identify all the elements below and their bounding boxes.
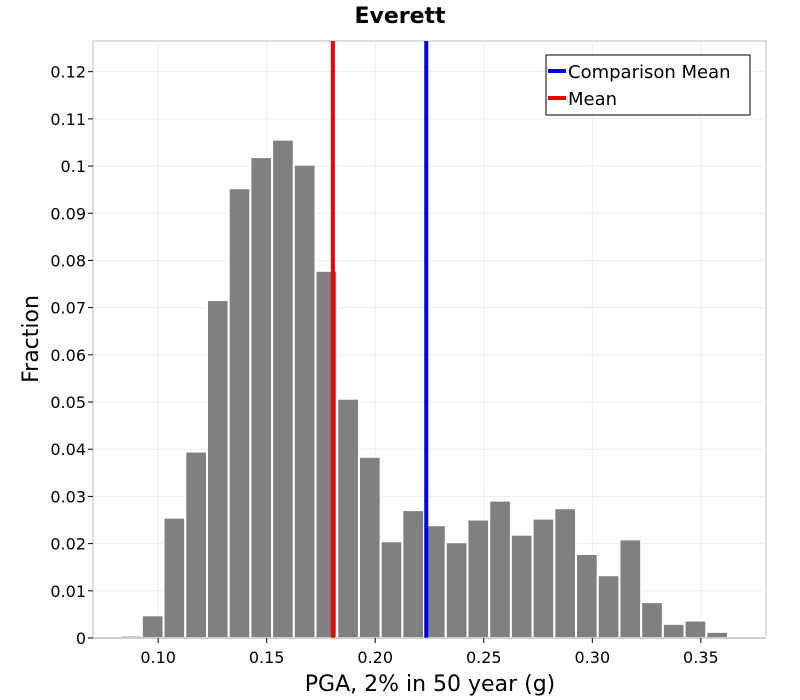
x-tick-label: 0.20 xyxy=(357,648,393,667)
mean-lines xyxy=(330,41,429,638)
y-tick-label: 0 xyxy=(76,629,86,648)
histogram-bar xyxy=(618,538,643,640)
y-tick-label: 0.11 xyxy=(50,110,86,129)
x-tick-label: 0.10 xyxy=(140,648,176,667)
histogram-bar xyxy=(509,533,534,640)
plot-area xyxy=(92,40,767,640)
histogram-bar xyxy=(336,397,360,639)
y-tick-label: 0.09 xyxy=(50,204,86,223)
y-axis-ticks: 0 0.01 0.02 0.03 0.04 0.05 0.06 0.07 0.08 0.09 0.1… xyxy=(50,63,93,648)
y-tick-label: 0.04 xyxy=(50,440,86,459)
y-tick-label: 0.12 xyxy=(50,63,86,82)
histogram-bar xyxy=(227,187,252,639)
y-tick-label: 0.06 xyxy=(50,346,86,365)
histogram-bar xyxy=(444,541,469,639)
y-tick-label: 0.08 xyxy=(50,251,86,270)
histogram-bar xyxy=(705,630,730,639)
x-tick-label: 0.30 xyxy=(575,648,611,667)
histogram-bar xyxy=(488,499,512,640)
histogram-bar xyxy=(162,516,187,639)
histogram-bar xyxy=(379,540,404,640)
y-tick-label: 0.07 xyxy=(50,299,86,318)
histogram-bar xyxy=(184,450,208,640)
histogram-bar xyxy=(357,455,382,639)
x-axis-ticks: 0.10 0.15 0.20 0.25 0.30 0.35 xyxy=(140,638,719,667)
histogram-bar xyxy=(401,509,426,639)
histogram-bar xyxy=(466,518,491,640)
x-axis-label: PGA, 2% in 50 year (g) xyxy=(305,672,556,697)
histogram-bar xyxy=(575,552,599,639)
x-tick-label: 0.35 xyxy=(683,648,719,667)
y-tick-label: 0.02 xyxy=(50,535,86,554)
legend-label-comparison-mean: Comparison Mean xyxy=(568,62,731,83)
histogram-bar xyxy=(553,507,578,639)
histogram-bar xyxy=(683,619,708,639)
histogram-bar xyxy=(640,601,664,640)
x-tick-label: 0.15 xyxy=(249,648,285,667)
histogram-bar xyxy=(661,622,686,640)
histogram-bar xyxy=(271,138,295,639)
histogram-bar xyxy=(292,163,317,639)
legend: Comparison Mean Mean xyxy=(545,54,751,116)
histogram-bar xyxy=(596,574,621,640)
histogram-bar xyxy=(249,156,274,639)
histogram-bar xyxy=(140,614,165,640)
y-axis-label: Fraction xyxy=(19,295,44,383)
y-tick-label: 0.03 xyxy=(50,487,86,506)
y-tick-label: 0.1 xyxy=(61,157,86,176)
histogram-bar xyxy=(531,517,556,639)
legend-box xyxy=(545,54,751,116)
y-tick-label: 0.05 xyxy=(50,393,86,412)
x-tick-label: 0.25 xyxy=(466,648,502,667)
legend-label-mean: Mean xyxy=(568,89,617,110)
y-tick-label: 0.01 xyxy=(50,582,86,601)
histogram-bar xyxy=(205,299,230,639)
chart-title: Everett xyxy=(354,4,446,29)
